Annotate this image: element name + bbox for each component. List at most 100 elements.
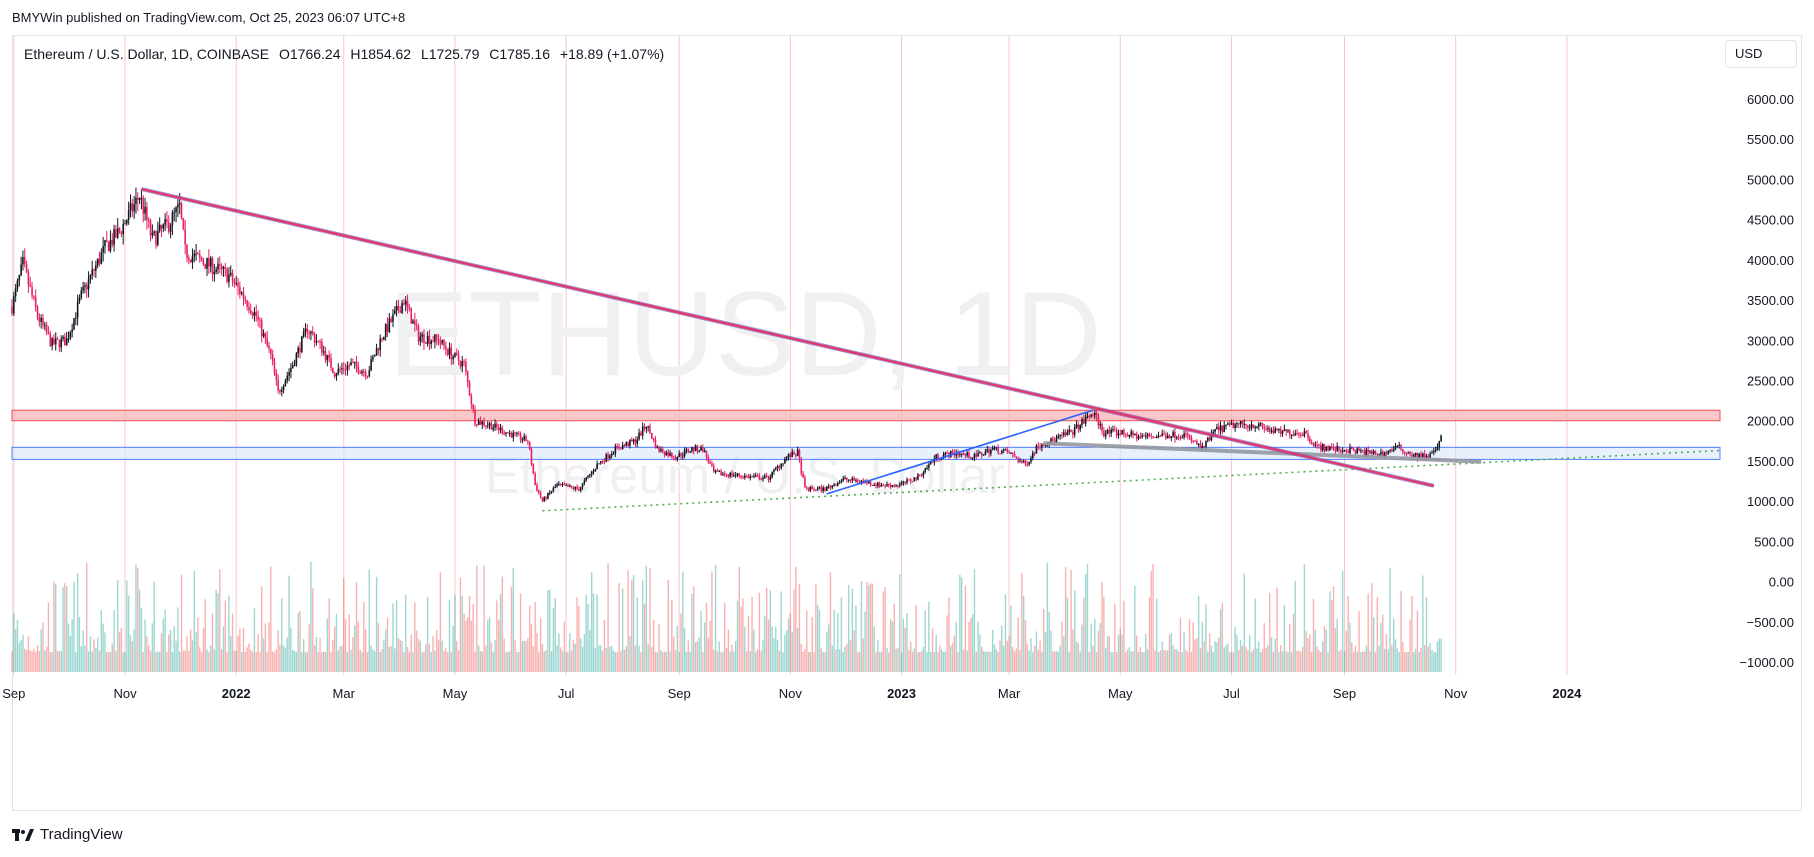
volume-bar — [957, 651, 959, 672]
volume-bar — [620, 651, 622, 672]
volume-bar — [662, 652, 664, 672]
volume-bar — [96, 637, 99, 672]
candle-body — [957, 452, 959, 456]
volume-bar — [625, 646, 627, 672]
volume-bar — [375, 576, 378, 672]
volume-bar — [405, 595, 407, 672]
candle-body — [105, 240, 108, 243]
volume-bar — [1292, 613, 1295, 672]
volume-bar — [601, 651, 604, 672]
volume-bar — [1008, 636, 1010, 672]
candle-body — [862, 480, 865, 482]
candle-body — [559, 483, 562, 485]
volume-bar — [860, 581, 863, 672]
candle-body — [140, 197, 143, 199]
volume-bar — [27, 636, 30, 672]
candle-body — [1104, 433, 1107, 437]
candle-body — [1137, 436, 1140, 439]
candle-body — [884, 485, 886, 487]
candle-body — [612, 453, 615, 455]
volume-bar — [1066, 597, 1069, 672]
volume-bar — [521, 641, 524, 672]
candle-body — [543, 497, 546, 502]
candle-body — [640, 432, 642, 436]
volume-bar — [379, 652, 381, 672]
volume-bar — [1165, 650, 1167, 672]
volume-bar — [474, 651, 476, 672]
candle-body — [64, 336, 66, 346]
volume-bar — [1403, 652, 1406, 672]
volume-bar — [778, 650, 781, 672]
volume-bar — [970, 618, 972, 672]
candle-body — [85, 285, 88, 290]
candle-body — [707, 457, 710, 463]
candle-body — [368, 370, 371, 377]
volume-bar — [1139, 646, 1142, 672]
volume-bar — [1046, 562, 1049, 672]
candle-body — [1336, 446, 1339, 451]
volume-bar — [1024, 619, 1027, 672]
volume-bar — [507, 651, 509, 672]
candle-body — [887, 483, 890, 486]
currency-selector[interactable]: USD — [1725, 40, 1797, 68]
volume-bar — [835, 649, 837, 672]
volume-bar — [1236, 635, 1238, 672]
candle-body — [782, 463, 784, 465]
volume-bar — [959, 574, 961, 672]
volume-bar — [853, 630, 855, 672]
candle-body — [813, 488, 815, 490]
candle-body — [661, 449, 664, 453]
candle-body — [1099, 424, 1102, 426]
volume-bar — [1172, 644, 1174, 672]
volume-bar — [359, 649, 361, 672]
volume-bar — [1168, 634, 1171, 672]
candle-body — [512, 432, 515, 438]
candle-body — [337, 368, 340, 375]
volume-bar — [346, 651, 349, 672]
volume-bar — [882, 591, 885, 672]
volume-bar — [1305, 631, 1307, 672]
candle-body — [492, 427, 495, 430]
volume-bar — [430, 652, 432, 672]
candle-body — [109, 239, 112, 251]
candle-body — [126, 220, 128, 224]
volume-bar — [144, 619, 146, 672]
candle-body — [906, 479, 908, 483]
volume-bar — [1424, 645, 1426, 672]
candle-body — [610, 453, 613, 456]
candle-body — [390, 318, 392, 322]
price-tick-label: 4000.00 — [1747, 253, 1794, 268]
volume-bar — [1320, 651, 1322, 672]
candle-body — [224, 267, 227, 270]
candle-body — [694, 445, 697, 451]
volume-bar — [689, 651, 691, 672]
volume-bar — [443, 650, 445, 672]
candle-body — [1017, 458, 1020, 462]
candle-body — [991, 448, 994, 450]
candle-body — [1396, 445, 1399, 447]
volume-bar — [1340, 649, 1342, 672]
candle-body — [587, 475, 589, 478]
candle-body — [217, 264, 219, 270]
symbol-legend[interactable]: Ethereum / U.S. Dollar, 1D, COINBASE O17… — [24, 46, 670, 62]
volume-bar — [864, 611, 866, 672]
candle-body — [104, 240, 106, 247]
candle-body — [674, 457, 677, 460]
volume-bar — [691, 593, 693, 672]
volume-bar — [926, 652, 928, 672]
volume-bar — [1176, 649, 1178, 672]
candle-body — [410, 308, 413, 324]
candle-body — [510, 433, 513, 438]
candle-body — [649, 426, 651, 433]
volume-bar — [1343, 651, 1346, 672]
footer-brand[interactable]: TradingView — [12, 826, 123, 843]
candle-body — [1265, 428, 1267, 430]
volume-bar — [590, 572, 593, 672]
volume-bar — [230, 636, 232, 672]
candle-body — [1028, 461, 1030, 465]
candle-body — [310, 331, 312, 334]
candle-body — [1002, 449, 1005, 451]
candles — [11, 187, 1442, 503]
candle-body — [1433, 450, 1435, 453]
